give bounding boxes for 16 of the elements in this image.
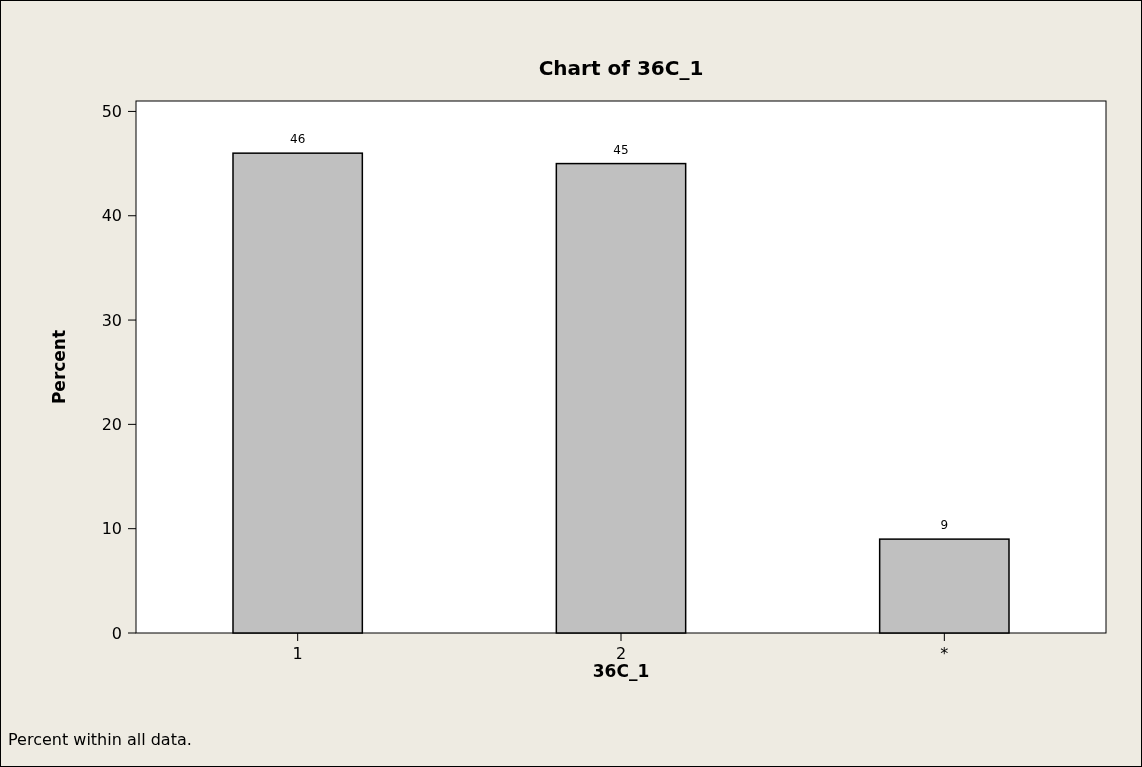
- data-label: 9: [940, 518, 949, 533]
- x-tick-label: 2: [615, 644, 627, 663]
- x-tick-label: *: [940, 644, 949, 663]
- y-tick-label: 20: [101, 414, 122, 434]
- x-axis-title: 36C_1: [592, 661, 650, 681]
- y-tick-label: 50: [101, 102, 122, 122]
- text: Percent within all data.: [8, 730, 192, 749]
- data-label: 46: [290, 132, 306, 147]
- y-tick-label: 10: [101, 519, 122, 539]
- y-axis-title: Percent: [49, 329, 69, 405]
- y-tick-label: 30: [101, 310, 122, 330]
- x-tick-label: 1: [292, 644, 303, 663]
- data-label: 45: [613, 142, 629, 157]
- chart-title: Chart of 36C_1: [538, 56, 704, 80]
- y-tick-label: 0: [111, 623, 122, 643]
- y-tick-label: 40: [101, 206, 122, 226]
